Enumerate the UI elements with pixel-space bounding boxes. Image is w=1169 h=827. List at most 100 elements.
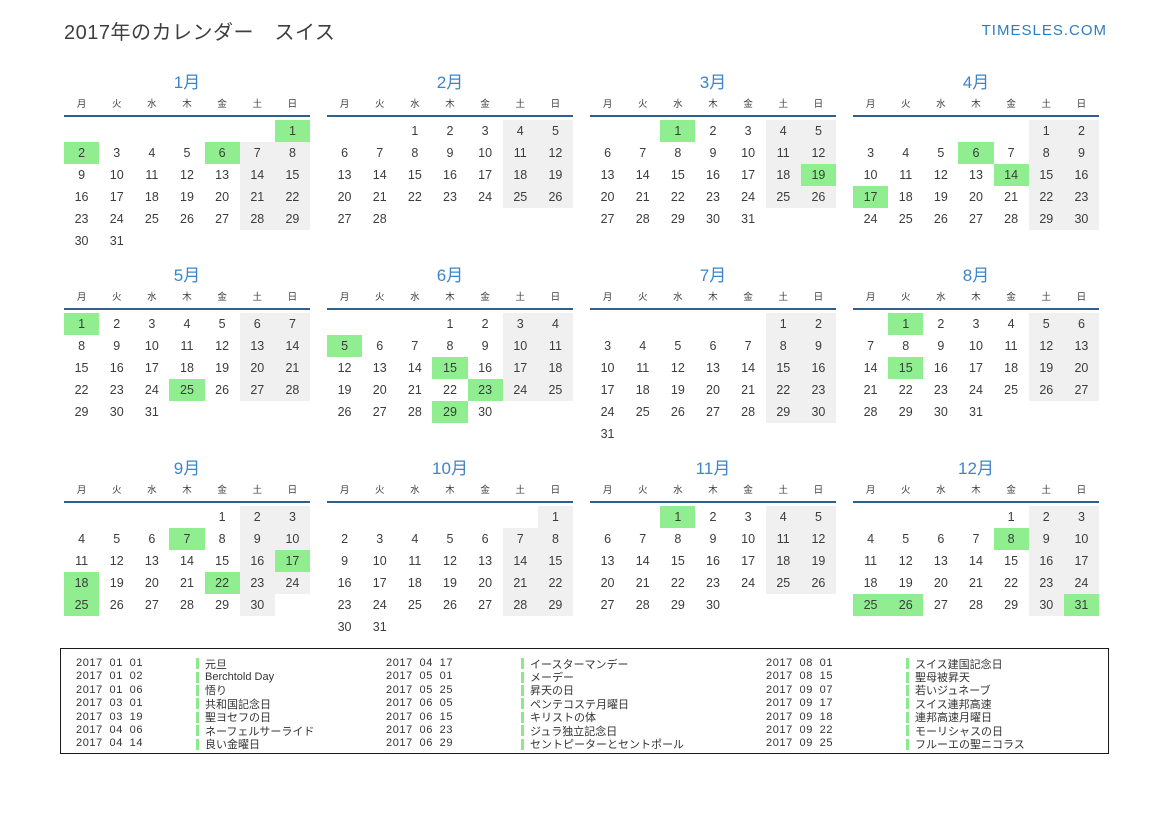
weekday-label: 日 <box>1076 99 1087 110</box>
weekday-header-row: 月火水木金土日 <box>590 291 836 310</box>
weekday-label: 土 <box>1041 485 1052 496</box>
day-cell: 29 <box>274 208 310 230</box>
weekday-label: 月 <box>602 485 613 496</box>
day-cell: 28 <box>239 208 275 230</box>
day-cell <box>958 616 993 638</box>
legend-green-bar-icon <box>906 671 909 683</box>
day-cell <box>923 230 958 252</box>
day-cell: 30 <box>239 594 275 616</box>
weekday-label: 水 <box>673 99 683 110</box>
day-cell: 20 <box>600 190 615 204</box>
day-cell <box>731 616 766 638</box>
day-cell: 13 <box>706 361 720 375</box>
legend-date: 2017 01 06 <box>76 683 144 696</box>
day-cell <box>958 230 993 252</box>
day-cell <box>503 401 538 423</box>
legend-date: 2017 08 01 <box>766 657 834 669</box>
weekday-label: 日 <box>813 99 824 110</box>
month-block: 7月 月火水木金土日 1 2 3 4 5 6 7 8 9 10 11 12 13 14 15 16 17 18 19… <box>590 263 836 445</box>
day-cell: 22 <box>443 383 457 397</box>
day-cell: 5 <box>446 532 454 546</box>
day-cell <box>468 616 503 638</box>
weekday-label: 水 <box>936 485 946 496</box>
legend-green-bar-icon <box>196 725 199 737</box>
weekday-header-row: 月火水木金土日 <box>64 291 310 310</box>
legend-green-bar-icon <box>521 658 524 670</box>
day-cell: 11 <box>180 339 194 353</box>
day-cell: 7 <box>411 339 419 353</box>
day-cell: 19 <box>337 383 352 397</box>
weekday-label: 日 <box>1076 292 1087 303</box>
day-cell: 20 <box>478 576 493 590</box>
day-cell <box>1064 616 1099 638</box>
day-cell <box>240 616 275 638</box>
day-cell: 26 <box>337 405 352 419</box>
weekday-label: 土 <box>252 99 263 110</box>
day-cell: 4 <box>902 146 910 160</box>
day-cell <box>731 594 766 616</box>
day-cell: 11 <box>899 168 913 182</box>
day-cell <box>994 423 1029 445</box>
day-cell: 19 <box>933 190 948 204</box>
holiday-day-cell: 6 <box>958 142 994 164</box>
day-cell: 21 <box>502 572 538 594</box>
legend-date: 2017 03 19 <box>76 710 144 723</box>
day-cell <box>695 230 730 252</box>
day-cell: 22 <box>407 190 422 204</box>
site-logo-link[interactable]: TIMESLES.COM <box>981 22 1107 39</box>
holiday-day-cell: 19 <box>800 164 836 186</box>
day-cell: 15 <box>407 168 422 182</box>
legend-green-bar-icon <box>196 658 199 670</box>
day-cell: 30 <box>800 401 836 423</box>
day-grid: 1 2 3 4 5 6 7 8 9 10 11 12 13 14 15 16 17 18 19 20 21 22 23 24 2… <box>590 120 836 252</box>
day-cell: 4 <box>411 532 419 546</box>
day-cell: 14 <box>274 335 310 357</box>
day-cell: 15 <box>537 550 573 572</box>
day-cell <box>538 423 573 445</box>
day-cell: 15 <box>215 554 230 568</box>
weekday-label: 火 <box>374 292 385 303</box>
day-cell: 27 <box>969 212 983 226</box>
day-cell: 25 <box>502 186 538 208</box>
holiday-day-cell: 2 <box>64 142 100 164</box>
day-cell: 17 <box>144 361 159 375</box>
day-cell: 27 <box>239 379 275 401</box>
day-cell: 18 <box>407 576 422 590</box>
day-cell: 10 <box>372 554 387 568</box>
weekday-label: 日 <box>287 292 298 303</box>
day-cell <box>625 313 660 335</box>
day-cell: 18 <box>863 576 878 590</box>
weekday-header-row: 月火水木金土日 <box>590 98 836 117</box>
day-cell: 27 <box>706 405 720 419</box>
day-cell: 19 <box>443 576 457 590</box>
day-cell: 14 <box>635 168 650 182</box>
weekday-label: 火 <box>111 292 122 303</box>
legend-green-bar-icon <box>196 684 199 696</box>
day-cell: 24 <box>478 190 493 204</box>
day-cell: 9 <box>113 339 121 353</box>
day-cell <box>625 230 660 252</box>
day-cell: 25 <box>898 212 913 226</box>
day-cell <box>1064 423 1099 445</box>
day-cell: 2 <box>341 532 349 546</box>
day-cell: 25 <box>1004 383 1019 397</box>
day-cell: 31 <box>600 427 615 441</box>
day-cell: 15 <box>1028 164 1064 186</box>
day-cell <box>275 401 310 423</box>
day-cell: 29 <box>1028 208 1064 230</box>
day-cell <box>766 423 801 445</box>
day-cell: 3 <box>744 510 752 524</box>
month-block: 5月 月火水木金土日 1 2 3 4 5 6 7 8 9 10 11 12 13 14 15 16 17 18 19… <box>64 263 310 445</box>
legend-holiday-name: 悟り <box>196 684 386 697</box>
day-cell <box>432 423 467 445</box>
legend-holiday-name: フルーエの聖ニコラス <box>906 737 1108 751</box>
day-cell: 2 <box>113 317 121 331</box>
day-cell: 7 <box>376 146 384 160</box>
month-title: 8月 <box>962 266 990 285</box>
day-cell: 22 <box>670 190 685 204</box>
day-cell: 19 <box>670 383 685 397</box>
legend-holiday-name: 連邦高速月曜日 <box>906 711 1108 724</box>
day-cell: 3 <box>376 532 384 546</box>
day-cell: 9 <box>1063 142 1099 164</box>
weekday-label: 火 <box>637 292 648 303</box>
